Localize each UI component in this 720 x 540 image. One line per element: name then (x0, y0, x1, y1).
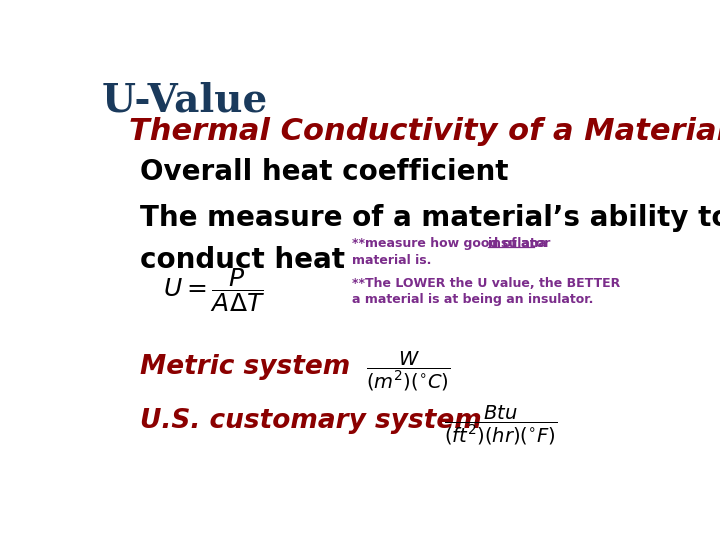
Text: insulator: insulator (488, 238, 551, 251)
Text: conduct heat: conduct heat (140, 246, 345, 274)
Text: a: a (534, 238, 547, 251)
Text: The measure of a material’s ability to: The measure of a material’s ability to (140, 204, 720, 232)
Text: a material is at being an insulator.: a material is at being an insulator. (352, 293, 593, 306)
Text: **measure how good of an: **measure how good of an (352, 238, 543, 251)
Text: material is.: material is. (352, 254, 431, 267)
Text: U-Value: U-Value (101, 82, 267, 119)
Text: U.S. customary system: U.S. customary system (140, 408, 482, 434)
Text: $\dfrac{W}{(m^2)(^{\circ}C)}$: $\dfrac{W}{(m^2)(^{\circ}C)}$ (366, 349, 451, 393)
Text: Overall heat coefficient: Overall heat coefficient (140, 158, 509, 186)
Text: Thermal Conductivity of a Material: Thermal Conductivity of a Material (129, 117, 720, 146)
Text: Metric system: Metric system (140, 354, 351, 380)
Text: **The LOWER the U value, the BETTER: **The LOWER the U value, the BETTER (352, 277, 621, 290)
Text: $\dfrac{Btu}{(ft^2)(hr)(^{\circ}F)}$: $\dfrac{Btu}{(ft^2)(hr)(^{\circ}F)}$ (444, 404, 558, 447)
Text: $U = \dfrac{P}{A\Delta T}$: $U = \dfrac{P}{A\Delta T}$ (163, 266, 265, 314)
